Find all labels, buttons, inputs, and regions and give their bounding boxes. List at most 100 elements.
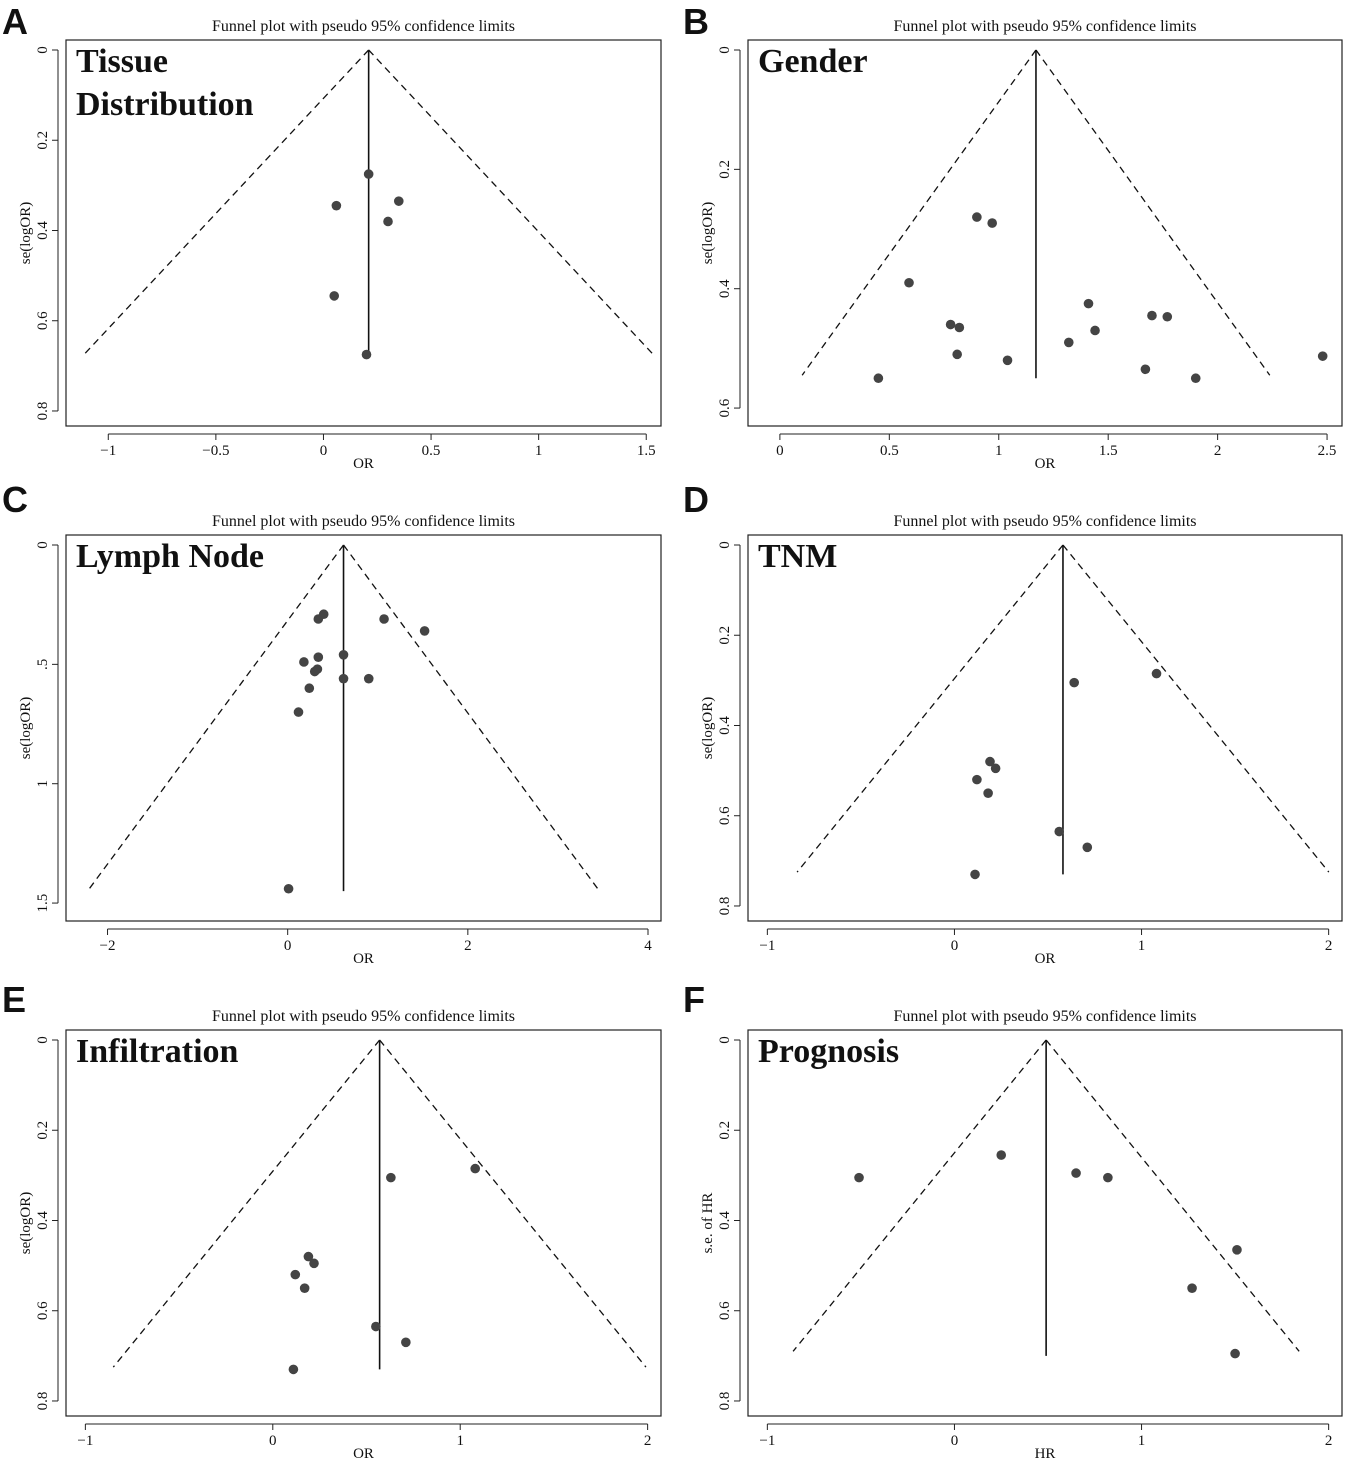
study-point bbox=[283, 883, 294, 894]
panel-d: D Funnel plot with pseudo 95% confidence … bbox=[683, 479, 1343, 967]
study-point bbox=[983, 788, 993, 798]
confidence-limit-right bbox=[1035, 49, 1271, 376]
study-point bbox=[361, 349, 372, 360]
plot-title: Funnel plot with pseudo 95% confidence l… bbox=[893, 1008, 1196, 1025]
study-point bbox=[1187, 1283, 1197, 1293]
y-tick-label: 1.5 bbox=[35, 894, 51, 913]
study-point bbox=[996, 1150, 1007, 1160]
study-point bbox=[985, 756, 995, 767]
study-point bbox=[1140, 364, 1151, 375]
study-point bbox=[299, 657, 309, 667]
study-point bbox=[1083, 298, 1094, 309]
panel-letter-c: C bbox=[2, 479, 28, 520]
y-tick-label: 0.4 bbox=[35, 1211, 51, 1230]
y-tick-label: 0.6 bbox=[717, 1301, 733, 1320]
y-tick-label: 0 bbox=[35, 46, 51, 54]
y-tick-label: 0.6 bbox=[717, 398, 733, 417]
y-tick-label: 0.2 bbox=[717, 1121, 733, 1140]
study-point bbox=[401, 1337, 411, 1348]
y-tick-label: 0.8 bbox=[35, 1392, 51, 1411]
plot-title: Funnel plot with pseudo 95% confidence l… bbox=[212, 18, 515, 35]
x-tick-label: 1 bbox=[535, 443, 543, 459]
study-point bbox=[904, 277, 914, 288]
x-tick-label: 0.5 bbox=[422, 443, 441, 459]
x-tick-label: 2 bbox=[1214, 443, 1222, 459]
panel-label: Prognosis bbox=[758, 1033, 899, 1070]
plot-frame bbox=[65, 1029, 662, 1417]
study-point bbox=[309, 1258, 319, 1269]
x-tick-label: 0 bbox=[320, 443, 328, 459]
x-tick-label: 4 bbox=[644, 938, 652, 954]
x-tick-label: 1 bbox=[456, 1433, 464, 1449]
panel-b: B Funnel plot with pseudo 95% confidence … bbox=[683, 1, 1343, 472]
confidence-limit-right bbox=[1045, 1039, 1300, 1352]
x-tick-label: 1 bbox=[1138, 1433, 1146, 1449]
study-point bbox=[288, 1364, 299, 1375]
y-axis-title: se(logOR) bbox=[18, 202, 34, 265]
study-point bbox=[313, 652, 324, 662]
study-point bbox=[970, 869, 980, 880]
panel-label: TNM bbox=[758, 538, 837, 575]
y-tick-label: 0.2 bbox=[35, 1121, 51, 1140]
y-tick-label: 0.8 bbox=[717, 897, 733, 916]
plot-frame bbox=[747, 534, 1343, 922]
study-point bbox=[331, 200, 342, 211]
confidence-limit-right bbox=[1062, 544, 1330, 873]
panel-f: F Funnel plot with pseudo 95% confidence … bbox=[683, 979, 1343, 1462]
study-point bbox=[952, 349, 962, 360]
confidence-limit-right bbox=[343, 544, 601, 892]
panel-label: Infiltration bbox=[76, 1033, 239, 1070]
confidence-limit-right bbox=[368, 49, 656, 358]
study-point bbox=[329, 291, 340, 301]
x-tick-label: −1 bbox=[100, 443, 116, 459]
x-tick-label: 0 bbox=[951, 1433, 959, 1449]
y-axis-title: se(logOR) bbox=[18, 697, 34, 760]
study-point bbox=[873, 373, 884, 384]
study-point bbox=[1063, 337, 1074, 348]
study-point bbox=[1002, 355, 1013, 366]
y-tick-label: 0.6 bbox=[717, 806, 733, 825]
y-axis-title: se(logOR) bbox=[700, 202, 716, 265]
x-tick-label: 2 bbox=[1325, 938, 1333, 954]
confidence-limit-left bbox=[796, 544, 1064, 873]
confidence-limit-right bbox=[379, 1039, 647, 1368]
y-tick-label: 0 bbox=[35, 541, 51, 549]
x-tick-label: 0 bbox=[951, 938, 959, 954]
y-tick-label: 0.6 bbox=[35, 1301, 51, 1320]
panel-e: E Funnel plot with pseudo 95% confidence … bbox=[2, 979, 662, 1462]
y-tick-label: 0.8 bbox=[717, 1392, 733, 1411]
plot-title: Funnel plot with pseudo 95% confidence l… bbox=[212, 513, 515, 530]
study-point bbox=[1317, 351, 1328, 361]
y-tick-label: 0.4 bbox=[717, 279, 733, 298]
study-point bbox=[338, 650, 349, 660]
study-point bbox=[945, 319, 956, 330]
x-tick-label: 2.5 bbox=[1318, 443, 1337, 459]
panel-label: Tissue bbox=[76, 43, 168, 80]
study-point bbox=[313, 614, 324, 624]
y-tick-label: 0.4 bbox=[717, 716, 733, 735]
study-point bbox=[299, 1283, 310, 1293]
study-point bbox=[1054, 826, 1065, 837]
study-point bbox=[1147, 310, 1157, 321]
panel-letter-f: F bbox=[683, 979, 705, 1020]
y-axis-title: se(logOR) bbox=[18, 1192, 34, 1255]
x-tick-label: 1.5 bbox=[1099, 443, 1118, 459]
x-tick-label: 2 bbox=[464, 938, 472, 954]
x-axis-title: HR bbox=[1035, 1446, 1056, 1462]
confidence-limit-left bbox=[81, 49, 370, 358]
y-tick-label: 0.4 bbox=[717, 1211, 733, 1230]
x-tick-label: 1 bbox=[1138, 938, 1146, 954]
y-tick-label: 0.2 bbox=[717, 626, 733, 645]
study-point bbox=[987, 218, 997, 228]
y-tick-label: 0 bbox=[717, 46, 733, 54]
panel-a: A Funnel plot with pseudo 95% confidence … bbox=[2, 1, 662, 472]
x-tick-label: 0 bbox=[269, 1433, 277, 1449]
y-tick-label: 0.8 bbox=[35, 402, 51, 421]
x-tick-label: 0.5 bbox=[880, 443, 899, 459]
study-point bbox=[954, 322, 965, 333]
study-point bbox=[1090, 325, 1100, 336]
y-tick-label: 0.2 bbox=[35, 131, 51, 150]
x-tick-label: −1 bbox=[759, 938, 775, 954]
x-axis-title: OR bbox=[1035, 951, 1056, 967]
